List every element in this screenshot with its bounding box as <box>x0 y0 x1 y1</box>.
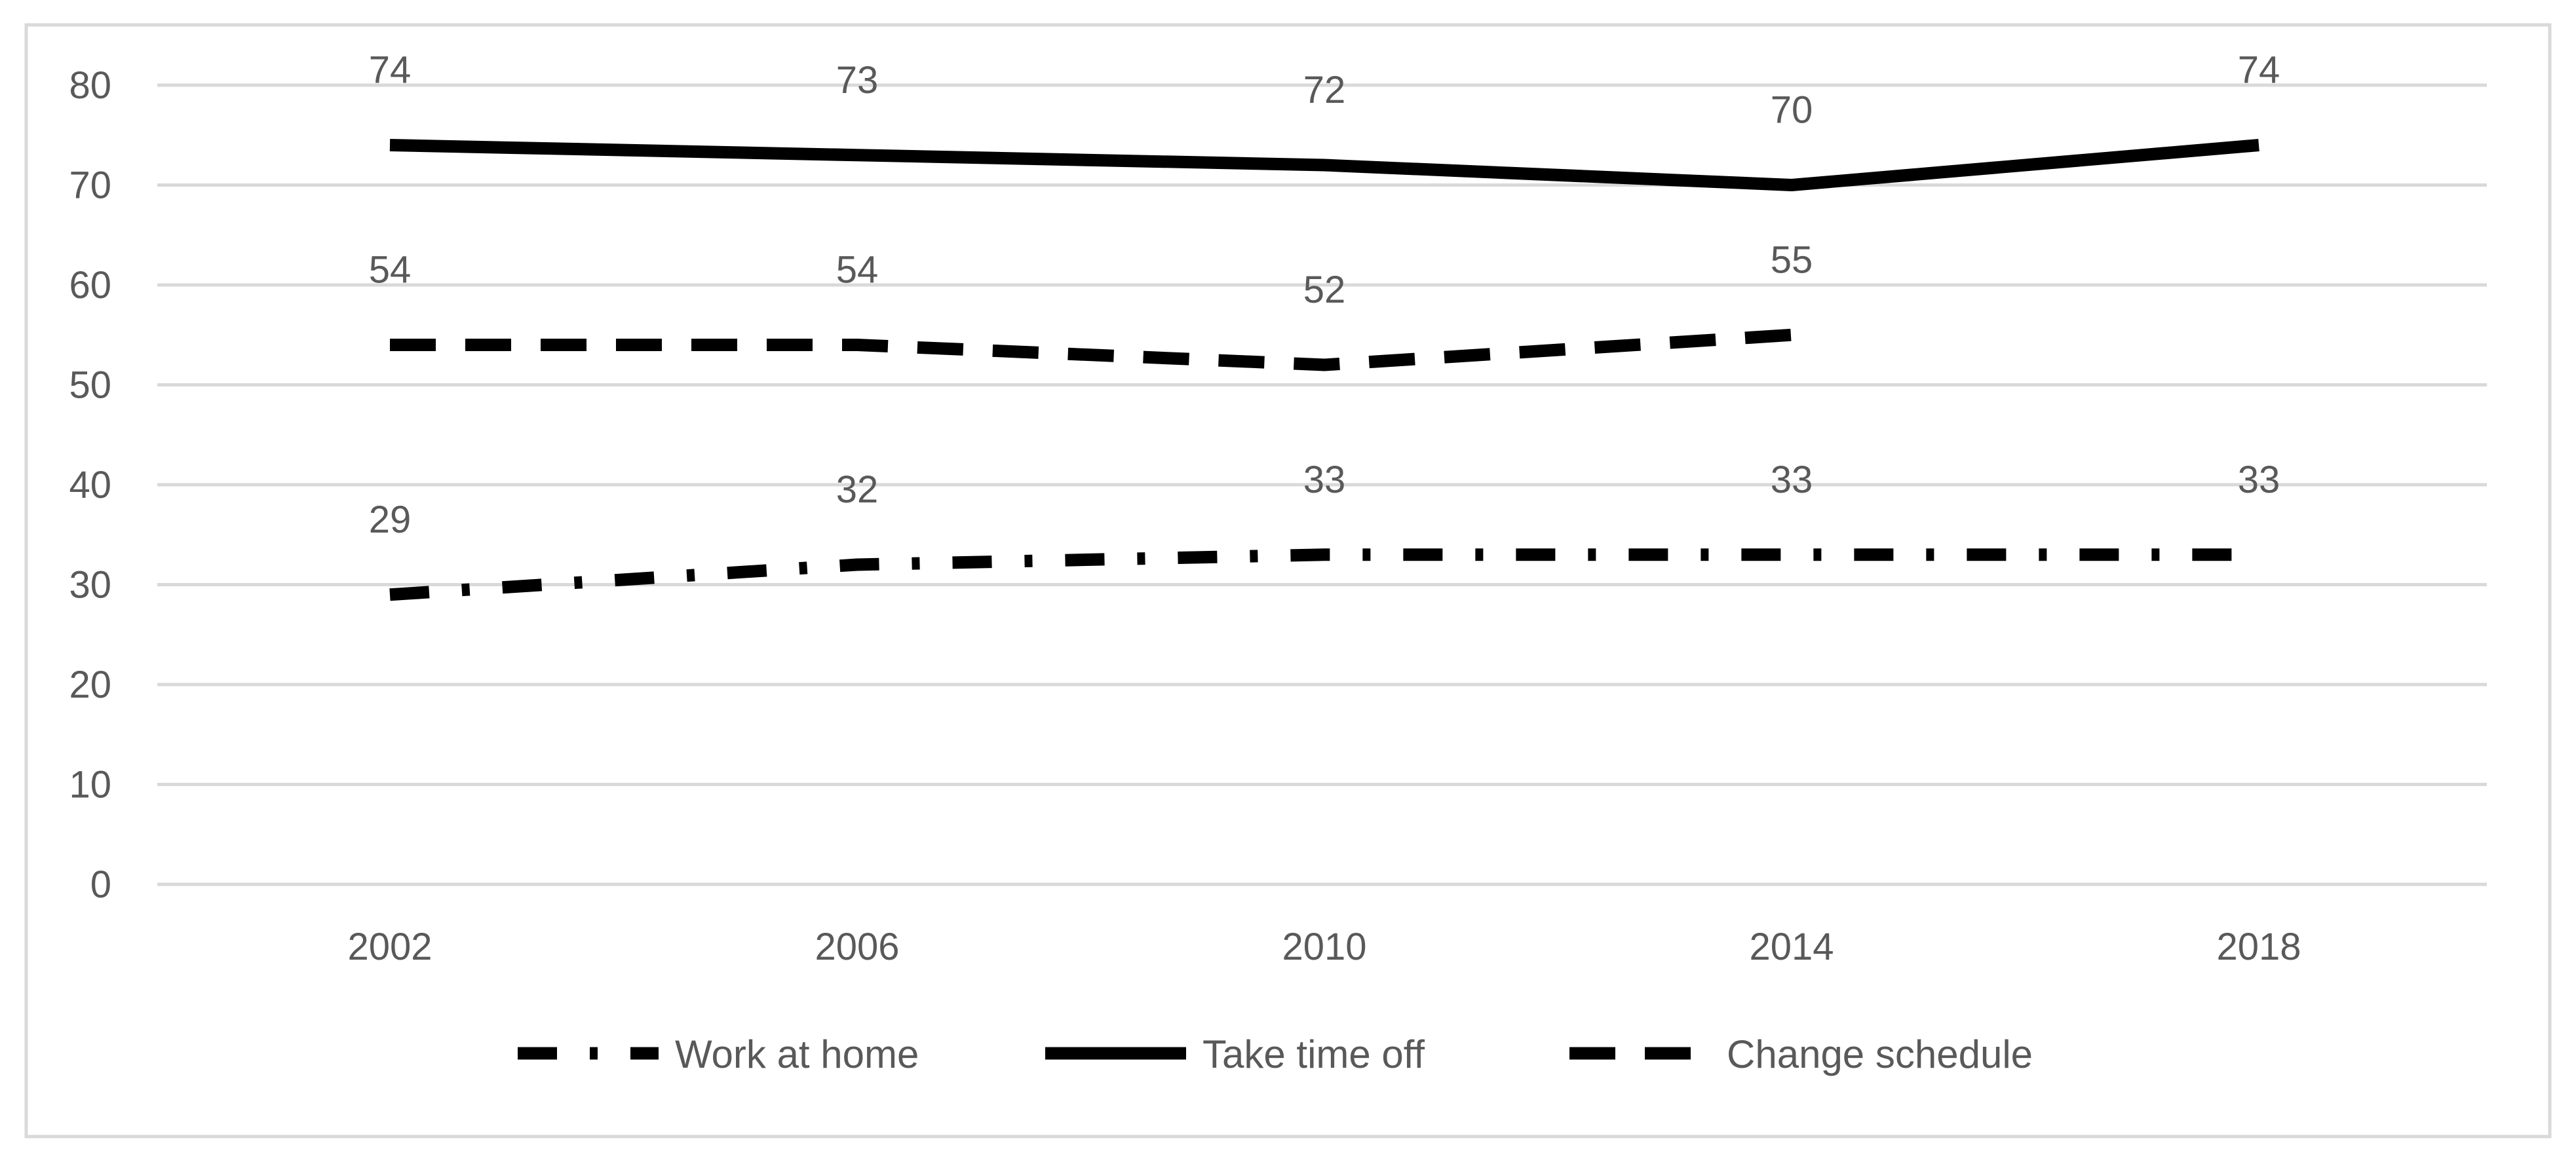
y-tick-label: 70 <box>69 164 111 207</box>
y-tick-label: 20 <box>69 664 111 706</box>
legend-label: Change schedule <box>1727 1032 2033 1076</box>
series-line-change-schedule <box>390 328 1792 371</box>
data-label: 29 <box>369 498 412 541</box>
data-label: 70 <box>1771 89 1813 132</box>
legend-label: Work at home <box>675 1032 919 1076</box>
series-line-work-at-home <box>389 548 2259 601</box>
y-tick-label: 10 <box>69 764 111 806</box>
x-tick-label: 2010 <box>1282 926 1366 968</box>
y-tick-label: 80 <box>69 64 111 107</box>
x-axis-ticks: 2002 2006 2010 2014 2018 <box>347 926 2301 968</box>
data-label: 73 <box>836 59 879 102</box>
x-tick-label: 2006 <box>815 926 899 968</box>
data-label: 74 <box>2238 49 2280 92</box>
data-labels: 29 32 33 33 33 74 73 72 70 74 54 54 52 55 <box>369 49 2280 541</box>
legend-label: Take time off <box>1202 1032 1425 1076</box>
series-lines <box>389 139 2259 601</box>
y-tick-label: 30 <box>69 564 111 607</box>
series-line-take-time-off <box>389 139 2259 191</box>
data-label: 33 <box>2238 459 2280 501</box>
y-axis-ticks: 0 10 20 30 40 50 60 70 80 <box>69 64 111 906</box>
y-tick-label: 40 <box>69 464 111 506</box>
data-label: 54 <box>836 249 879 292</box>
data-label: 74 <box>369 49 412 92</box>
y-tick-label: 50 <box>69 364 111 407</box>
x-tick-label: 2002 <box>347 926 432 968</box>
data-label: 33 <box>1303 459 1346 501</box>
x-tick-label: 2018 <box>2216 926 2301 968</box>
data-label: 54 <box>369 249 412 292</box>
data-label: 72 <box>1303 69 1346 111</box>
legend: Work at home Take time off Change schedule <box>518 1032 2033 1076</box>
chart-border <box>24 23 2552 1138</box>
data-label: 52 <box>1303 269 1346 311</box>
x-tick-label: 2014 <box>1749 926 1834 968</box>
gridlines <box>157 83 2487 886</box>
data-label: 55 <box>1771 238 1813 281</box>
y-tick-label: 0 <box>90 863 111 906</box>
y-tick-label: 60 <box>69 264 111 307</box>
data-label: 33 <box>1771 459 1813 501</box>
data-label: 32 <box>836 468 879 511</box>
